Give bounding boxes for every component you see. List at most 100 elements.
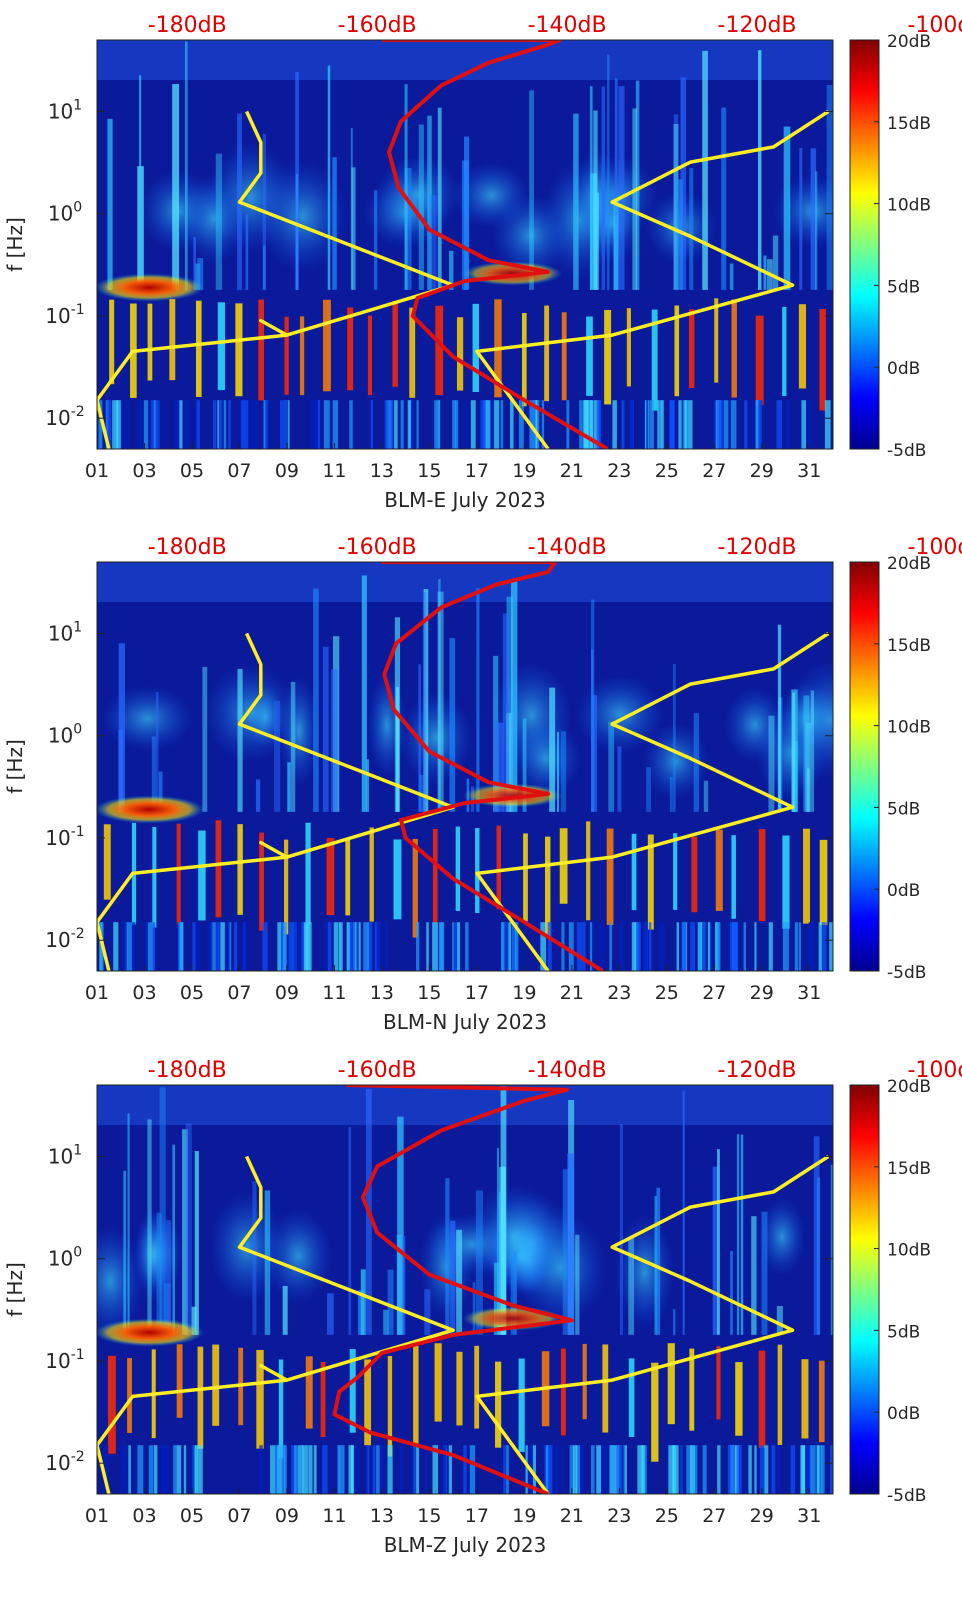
bottom-band-cell (408, 400, 415, 449)
bottom-band-cell (376, 1445, 380, 1494)
bottom-band-cell (806, 1445, 810, 1494)
bottom-band-cell (165, 1445, 170, 1494)
bottom-band-cell (387, 1445, 393, 1494)
event-streak (673, 1309, 676, 1335)
low-frequency-stripe (521, 313, 527, 407)
bottom-band-cell (619, 922, 624, 971)
event-streak (172, 84, 180, 290)
bottom-band-cell (411, 1445, 417, 1494)
low-frequency-stripe (560, 1348, 566, 1436)
bottom-band-cell (457, 922, 461, 971)
microseism-peak (97, 1318, 205, 1347)
noise-patch (97, 1225, 145, 1337)
noise-patch (375, 155, 461, 234)
event-streak (500, 1086, 507, 1335)
bottom-band-cell (727, 1445, 731, 1494)
low-frequency-stripe (455, 826, 461, 912)
high-frequency-band (97, 562, 833, 602)
event-streak (522, 718, 527, 812)
x-tick-label: 31 (797, 1505, 821, 1527)
bottom-band-cell (311, 400, 314, 449)
colorbar-tick-label: 15dB (887, 114, 931, 134)
bottom-band-cell (593, 400, 600, 449)
event-streak (632, 108, 638, 290)
event-streak (159, 1087, 166, 1335)
bottom-band-cell (681, 922, 687, 971)
y-tick-label: 10-2 (45, 1449, 84, 1475)
bottom-band-cell (386, 400, 392, 449)
bottom-band-cell (448, 1445, 452, 1494)
event-streak (147, 1119, 152, 1335)
event-streak (826, 85, 833, 290)
bottom-band-cell (333, 922, 339, 971)
event-streak (360, 1269, 366, 1335)
bottom-band-cell (366, 922, 373, 971)
bottom-band-cell (643, 922, 648, 971)
bottom-band-cell (487, 400, 491, 449)
bottom-band-cell (583, 400, 589, 449)
low-frequency-stripe (544, 836, 551, 937)
bottom-band-cell (754, 922, 757, 971)
bottom-band-cell (491, 400, 495, 449)
bottom-band-cell (279, 1445, 286, 1494)
bottom-band-cell (790, 1445, 796, 1494)
event-streak (673, 114, 679, 290)
colorbar (849, 1084, 880, 1495)
bottom-band-cell (262, 922, 268, 971)
x-tick-label: 25 (655, 982, 679, 1004)
event-streak (776, 1305, 783, 1335)
event-streak (635, 80, 640, 290)
bottom-band-cell (586, 400, 592, 449)
bottom-band-cell (659, 400, 662, 449)
bottom-band-cell (535, 400, 540, 449)
spectrogram-image (97, 562, 833, 971)
event-streak (155, 692, 159, 812)
x-tick-label: 31 (797, 460, 821, 482)
bottom-band-cell (561, 1445, 564, 1494)
x-tick-label: 05 (180, 1505, 204, 1527)
bottom-band-cell (251, 400, 258, 449)
event-streak (682, 1090, 685, 1335)
bottom-band-cell (463, 1445, 467, 1494)
bottom-band-cell (339, 922, 343, 971)
spectrogram-panel-1: -180dB -160dB -140dB -120dB -100dB 01 03 05 07 09… (3, 13, 962, 512)
bottom-band-cell (777, 1445, 780, 1494)
bottom-band-cell (596, 1445, 601, 1494)
bottom-band-cell (137, 1445, 144, 1494)
event-streak (396, 1234, 403, 1335)
low-frequency-stripe (474, 1345, 480, 1429)
low-frequency-stripe (818, 1360, 825, 1443)
bottom-band-cell (657, 400, 660, 449)
low-frequency-stripe (523, 833, 528, 922)
y-tick-label: 101 (48, 619, 82, 645)
x-tick-label: 21 (560, 460, 584, 482)
event-streak (127, 1113, 130, 1335)
low-frequency-stripe (109, 299, 115, 385)
bottom-band-cell (283, 1445, 287, 1494)
low-frequency-stripe (103, 824, 111, 900)
event-streak (669, 776, 673, 812)
bottom-band-cell (801, 400, 807, 449)
bottom-band-cell (426, 922, 429, 971)
bottom-band-cell (194, 1445, 198, 1494)
low-frequency-stripe (602, 1344, 609, 1433)
bottom-band-cell (759, 1445, 764, 1494)
bottom-band-cell (734, 922, 738, 971)
bottom-band-cell (465, 922, 469, 971)
bottom-band-cell (603, 1445, 607, 1494)
x-tick-label: 17 (465, 460, 489, 482)
bottom-band-cell (672, 1445, 679, 1494)
bottom-band-cell (829, 922, 833, 971)
x-tick-label: 31 (797, 982, 821, 1004)
event-streak (139, 75, 142, 290)
x-tick-label: 05 (180, 982, 204, 1004)
low-frequency-stripe (758, 829, 766, 922)
bottom-band-cell (642, 1445, 645, 1494)
bottom-band-cell (512, 922, 515, 971)
event-streak (619, 1123, 623, 1335)
bottom-band-cell (500, 400, 504, 449)
bottom-band-cell (613, 1445, 620, 1494)
noise-patch (264, 1208, 333, 1304)
bottom-band-cell (317, 400, 321, 449)
bottom-band-cell (545, 1445, 549, 1494)
